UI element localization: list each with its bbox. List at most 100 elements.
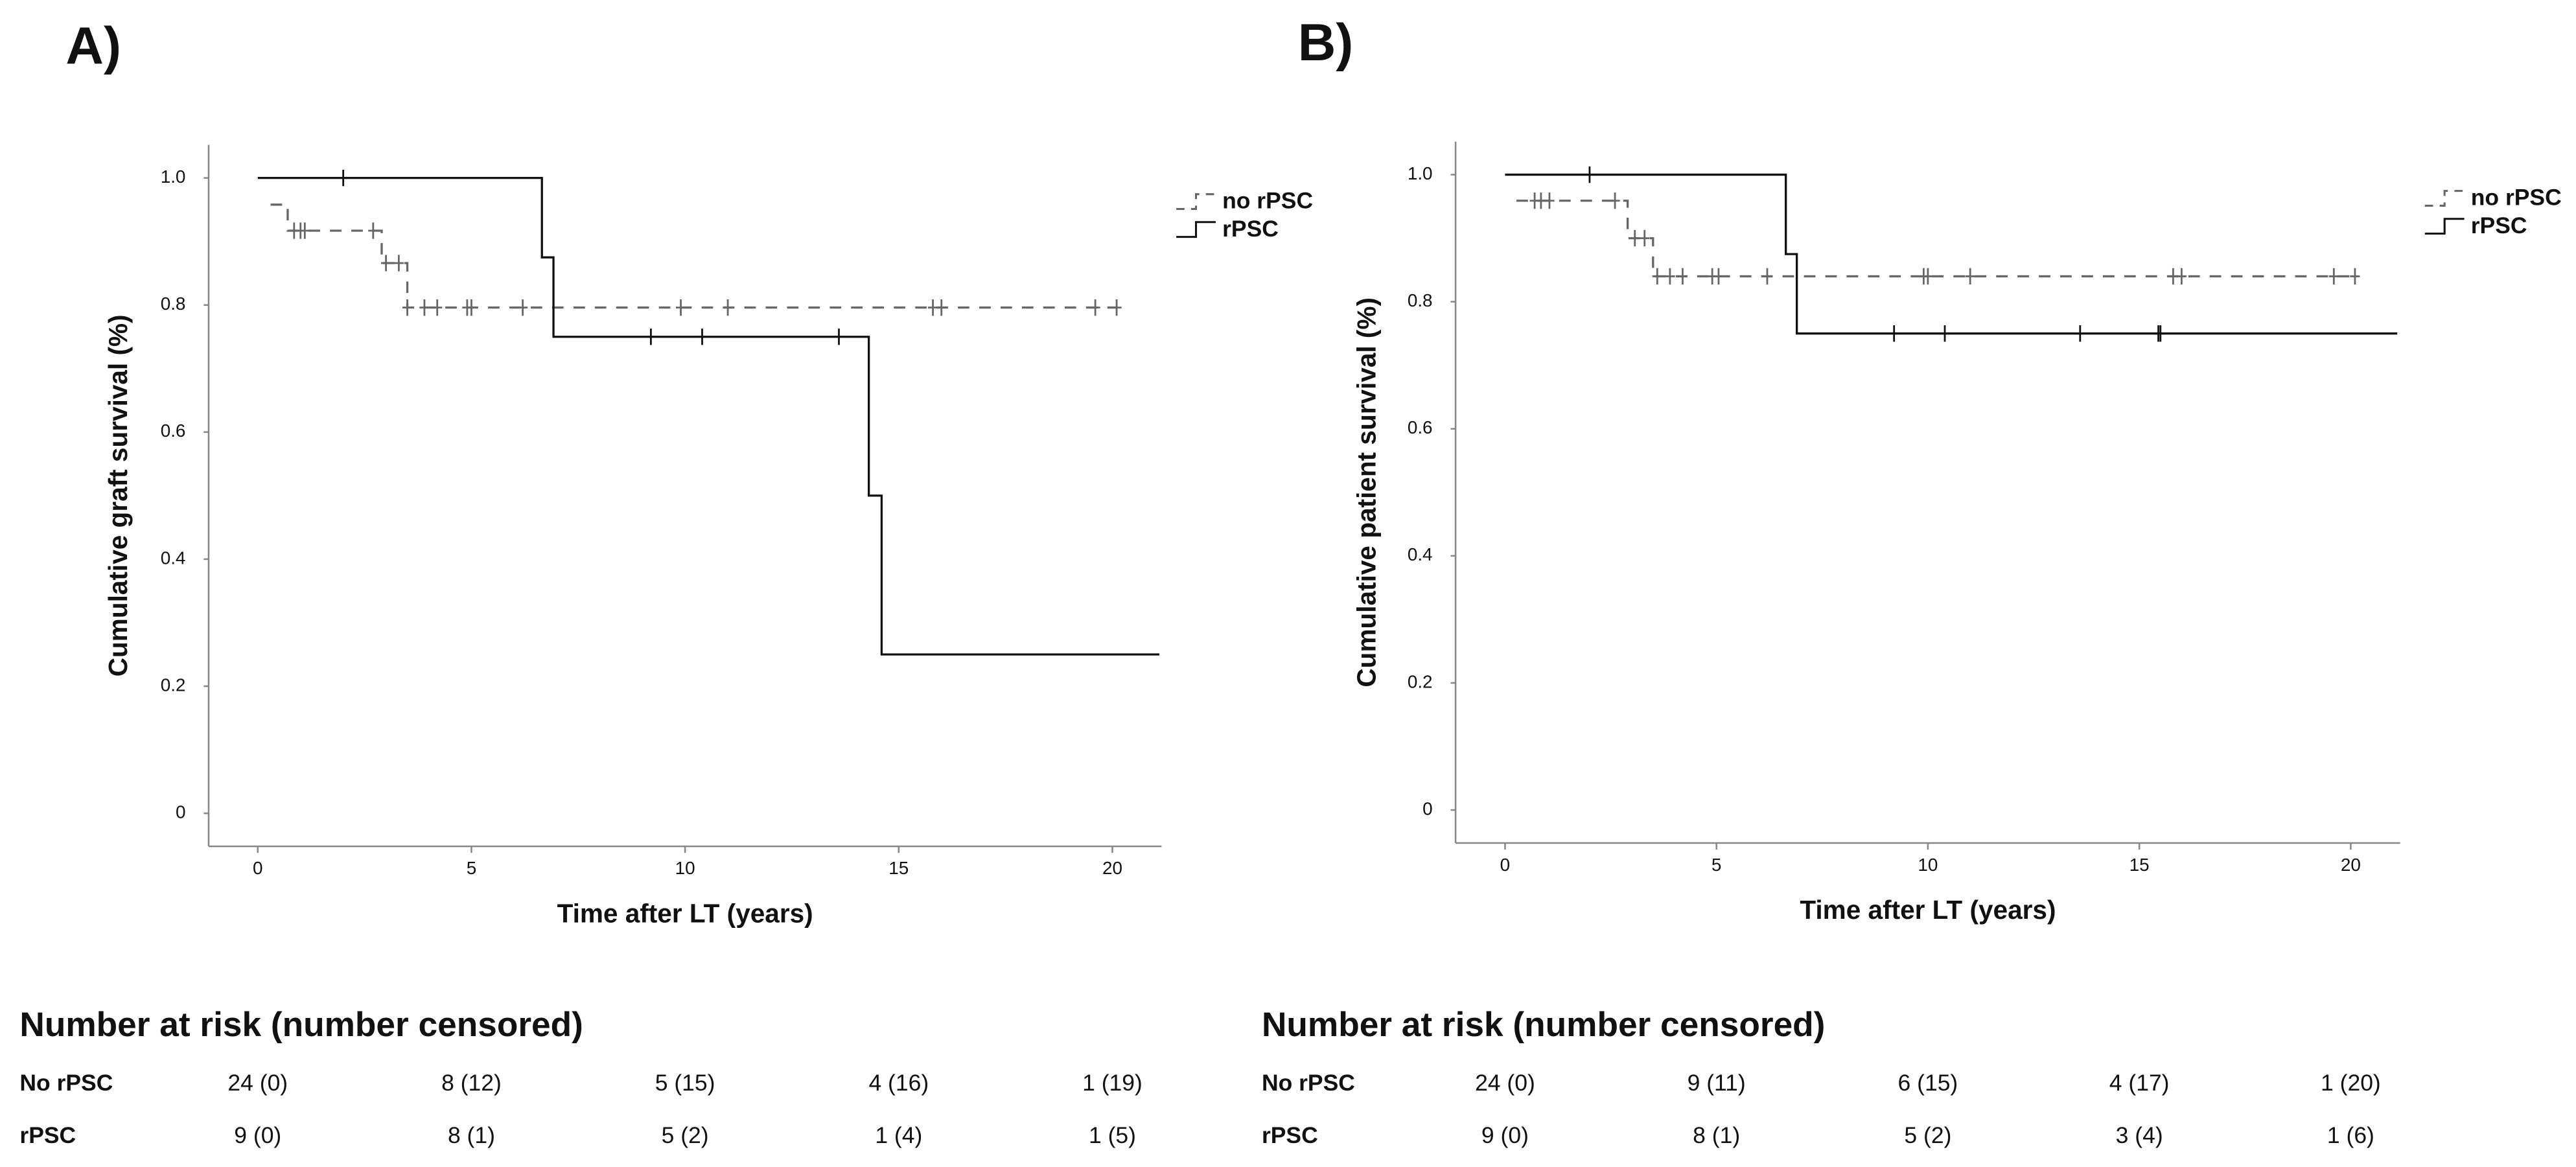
x-tick-label: 5 (1712, 855, 1722, 875)
x-tick-label: 0 (1500, 855, 1511, 875)
y-tick-label: 0.6 (1408, 417, 1433, 437)
censor-mark (1713, 268, 1724, 285)
legend-symbol (1176, 221, 1216, 238)
y-tick-label: 0.6 (161, 421, 186, 441)
risk-cell: 1 (6) (2327, 1122, 2374, 1148)
censor-mark (833, 329, 844, 345)
risk-cell: 8 (12) (441, 1070, 502, 1096)
risk-cell: 24 (0) (227, 1070, 288, 1096)
y-tick-label: 0.2 (161, 675, 186, 695)
risk-table-title: Number at risk (number censored) (19, 1006, 583, 1044)
survival-curve (270, 203, 1117, 309)
risk-cell: 5 (15) (655, 1070, 715, 1096)
risk-cell: 1 (20) (2321, 1070, 2381, 1096)
risk-row-label: No rPSC (1262, 1070, 1355, 1096)
risk-cell: 1 (5) (1089, 1122, 1136, 1148)
legend-label: rPSC (1222, 216, 1279, 242)
censor-mark (2075, 325, 2085, 342)
y-tick-label: 0.8 (161, 294, 186, 314)
censor-mark (402, 299, 413, 316)
censor-mark (1536, 192, 1546, 209)
legend-label: no rPSC (2471, 185, 2562, 211)
panel-label: B) (1298, 14, 1354, 72)
y-tick-label: 0 (176, 802, 186, 822)
censor-mark (936, 299, 947, 316)
legend-label: no rPSC (1222, 188, 1313, 214)
x-tick-label: 15 (2129, 855, 2150, 875)
risk-cell: 24 (0) (1475, 1070, 1535, 1096)
panel-label: A) (65, 17, 121, 75)
y-tick-label: 0.4 (161, 548, 186, 568)
censor-mark (419, 299, 430, 316)
censor-mark (380, 255, 391, 272)
risk-cell: 6 (15) (1898, 1070, 1958, 1096)
risk-row-label: rPSC (19, 1122, 76, 1148)
risk-table-title: Number at risk (number censored) (1262, 1006, 1825, 1044)
censor-mark (1630, 229, 1640, 247)
censor-mark (697, 329, 708, 345)
censor-mark (1640, 229, 1650, 247)
y-tick-label: 0.4 (1408, 544, 1433, 564)
survival-curve (257, 176, 1160, 656)
censor-mark (368, 222, 378, 239)
censor-mark (2176, 268, 2187, 285)
censor-mark (927, 299, 938, 316)
censor-mark (675, 299, 686, 316)
risk-cell: 8 (1) (1693, 1122, 1740, 1148)
censor-mark (1889, 325, 1899, 342)
censor-mark (338, 169, 349, 187)
risk-cell: 4 (16) (868, 1070, 929, 1096)
y-axis-label: Cumulative patient survival (%) (1351, 297, 1381, 687)
censor-mark (1090, 299, 1100, 316)
censor-mark (1665, 268, 1675, 285)
risk-row-label: rPSC (1262, 1122, 1318, 1148)
y-tick-label: 0.8 (1408, 290, 1433, 310)
censor-mark (466, 299, 477, 316)
survival-curve (1505, 173, 2398, 335)
risk-cell: 5 (2) (662, 1122, 709, 1148)
y-tick-label: 1.0 (161, 167, 186, 187)
censor-mark (1111, 299, 1122, 316)
censor-mark (1965, 268, 1975, 285)
legend-label: rPSC (2471, 213, 2527, 238)
censor-mark (432, 299, 443, 316)
x-tick-label: 15 (888, 858, 909, 878)
censor-mark (1544, 192, 1555, 209)
censor-mark (393, 255, 404, 272)
x-axis-label: Time after LT (years) (557, 898, 813, 928)
censor-mark (517, 299, 528, 316)
censor-mark (723, 299, 733, 316)
censor-mark (1923, 268, 1933, 285)
y-tick-label: 1.0 (1408, 163, 1433, 183)
censor-mark (2328, 268, 2339, 285)
x-axis-label: Time after LT (years) (1800, 895, 2056, 925)
censor-mark (1762, 268, 1772, 285)
risk-row-label: No rPSC (19, 1070, 113, 1096)
censor-mark (2350, 268, 2360, 285)
chart-panel: B) 0 0.2 0.4 0.6 0.8 1.0 0 5 10 15 20 Time after LT … (1262, 14, 2562, 1148)
risk-cell: 5 (2) (1904, 1122, 1951, 1148)
risk-cell: 1 (4) (875, 1122, 922, 1148)
x-tick-label: 10 (1918, 855, 1938, 875)
legend-symbol (2424, 218, 2465, 235)
censor-mark (645, 329, 656, 345)
y-axis-label: Cumulative graft survival (%) (103, 314, 133, 676)
risk-cell: 9 (11) (1688, 1070, 1746, 1096)
y-tick-label: 0 (1422, 798, 1433, 818)
risk-cell: 9 (0) (234, 1122, 281, 1148)
censor-mark (1610, 192, 1620, 209)
censor-mark (2168, 268, 2178, 285)
legend-symbol (2424, 190, 2465, 207)
censor-mark (1584, 166, 1595, 183)
censor-mark (1940, 325, 1950, 342)
censor-mark (2155, 325, 2166, 342)
risk-cell: 9 (0) (1481, 1122, 1529, 1148)
risk-cell: 3 (4) (2116, 1122, 2163, 1148)
x-tick-label: 10 (675, 858, 695, 878)
x-tick-label: 0 (253, 858, 263, 878)
censor-mark (299, 222, 310, 239)
censor-mark (1677, 268, 1688, 285)
chart-panel: A) 0 0.2 0.4 0.6 0.8 1.0 0 5 10 15 20 Time after LT … (19, 17, 1313, 1148)
